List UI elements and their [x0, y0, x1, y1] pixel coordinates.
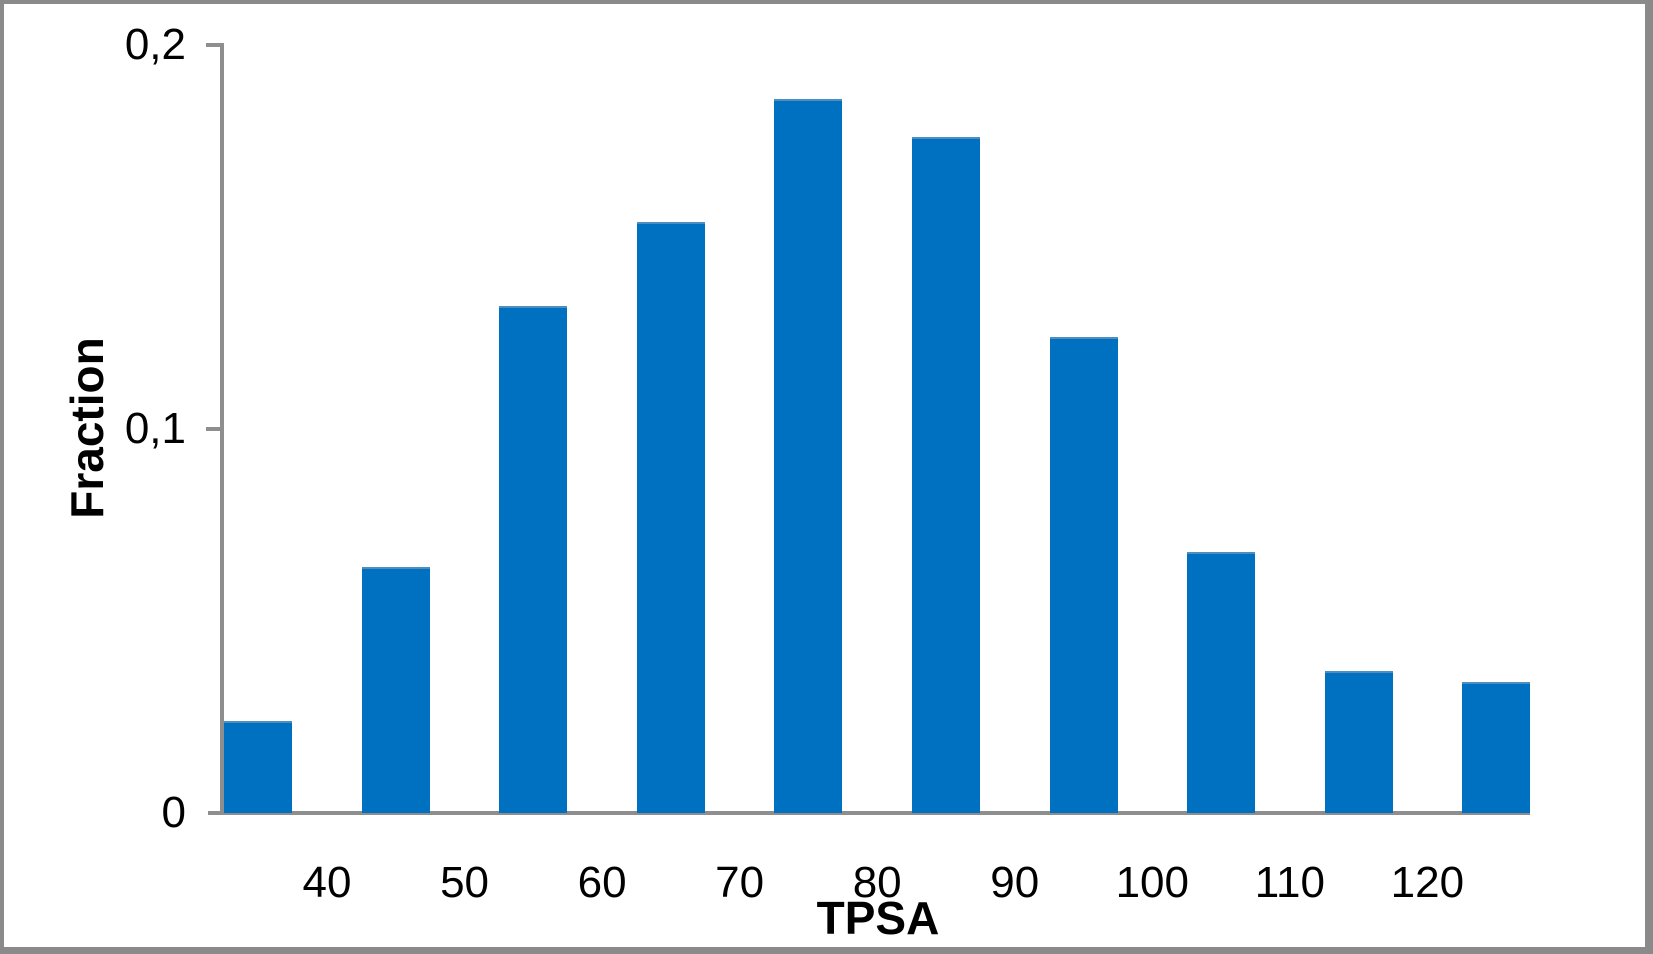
bar-tpsa-85 — [911, 137, 980, 813]
bar-tpsa-55 — [499, 306, 568, 813]
bar-tpsa-105 — [1187, 551, 1256, 813]
x-tick-label-40: 40 — [302, 858, 352, 907]
bar-tpsa-35 — [224, 720, 293, 813]
y-tick-mark — [206, 427, 220, 431]
x-tick-label-90: 90 — [990, 858, 1040, 907]
x-tick-label-60: 60 — [577, 858, 627, 907]
bar-tpsa-75 — [774, 98, 843, 813]
bar-tpsa-95 — [1049, 336, 1118, 813]
y-tick-label-0: 0 — [161, 788, 186, 837]
x-tick-label-50: 50 — [440, 858, 490, 907]
x-axis-title: TPSA — [816, 892, 940, 944]
x-tick-label-80: 80 — [852, 858, 902, 907]
y-tick-label-0,2: 0,2 — [124, 20, 186, 69]
y-tick-label-0,1: 0,1 — [124, 404, 186, 453]
x-tick-label-100: 100 — [1115, 858, 1189, 907]
x-tick-label-70: 70 — [715, 858, 765, 907]
x-tick-label-120: 120 — [1390, 858, 1465, 907]
x-axis-line — [208, 811, 1530, 815]
y-axis-line — [220, 43, 224, 815]
x-tick-label-110: 110 — [1254, 858, 1325, 907]
bar-tpsa-65 — [636, 221, 705, 813]
y-tick-mark — [206, 43, 220, 47]
bar-tpsa-45 — [361, 567, 430, 813]
bar-tpsa-115 — [1324, 670, 1393, 813]
bar-tpsa-125 — [1462, 682, 1531, 813]
